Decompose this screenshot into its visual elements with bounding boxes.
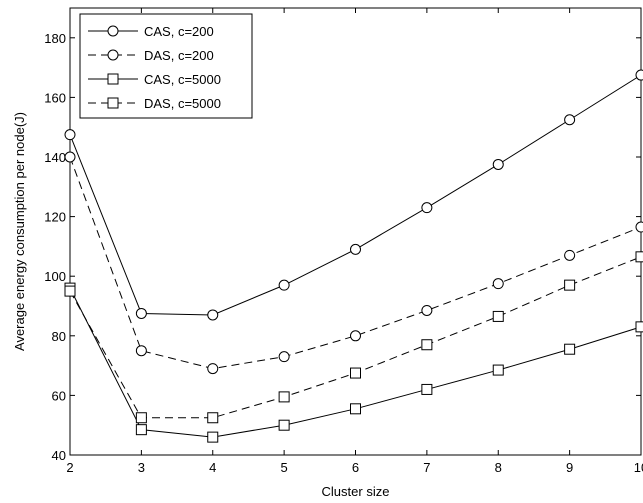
data-point-marker — [64, 285, 76, 297]
legend: CAS, c=200 DAS, c=200 CAS, c=5000 DAS, c=50… — [79, 13, 253, 119]
x-tick-label: 9 — [566, 460, 573, 475]
data-point-marker — [350, 243, 361, 255]
legend-marker — [107, 73, 119, 85]
y-tick-label: 120 — [44, 210, 66, 225]
series-1 — [64, 69, 643, 321]
legend-marker — [107, 25, 119, 37]
data-point-marker — [635, 69, 643, 81]
data-point-marker — [207, 363, 219, 375]
data-point-marker — [635, 221, 643, 233]
y-tick-label: 80 — [52, 329, 66, 344]
x-tick-label: 4 — [209, 460, 216, 475]
data-point-marker — [564, 343, 576, 355]
x-axis: 2 3 4 5 6 7 8 9 10 — [66, 8, 643, 475]
data-point-marker — [135, 307, 147, 319]
x-tick-label: 5 — [281, 460, 288, 475]
y-tick-label: 100 — [44, 269, 66, 284]
data-point-marker — [278, 351, 290, 363]
data-point-marker — [278, 391, 290, 403]
data-point-marker — [421, 304, 433, 316]
legend-label: DAS, c=5000 — [144, 96, 221, 111]
data-point-marker — [207, 412, 219, 424]
data-point-marker — [350, 403, 361, 415]
data-point-marker — [492, 278, 504, 290]
data-point-marker — [421, 202, 433, 214]
data-point-marker — [421, 383, 433, 395]
series-4 — [64, 251, 643, 424]
data-point-marker — [278, 279, 290, 291]
y-tick-label: 140 — [44, 150, 66, 165]
legend-marker — [107, 97, 119, 109]
data-point-marker — [135, 424, 147, 436]
legend-label: CAS, c=5000 — [144, 72, 221, 87]
data-point-marker — [492, 310, 504, 322]
x-tick-label: 2 — [66, 460, 73, 475]
data-point-marker — [64, 129, 76, 141]
data-point-marker — [278, 419, 290, 431]
data-point-marker — [635, 321, 643, 333]
series-layer — [64, 69, 643, 443]
data-point-marker — [492, 364, 504, 376]
legend-label: CAS, c=200 — [144, 24, 214, 39]
data-point-marker — [421, 339, 433, 351]
data-point-marker — [492, 158, 504, 170]
series-line — [69, 156, 642, 370]
y-tick-label: 180 — [44, 31, 66, 46]
data-point-marker — [635, 251, 643, 263]
data-point-marker — [64, 151, 76, 163]
y-tick-label: 60 — [52, 388, 66, 403]
y-tick-label: 40 — [52, 448, 66, 463]
series-2 — [64, 151, 643, 375]
series-3 — [64, 282, 643, 443]
x-tick-label: 8 — [495, 460, 502, 475]
x-tick-label: 6 — [352, 460, 359, 475]
data-point-marker — [207, 309, 219, 321]
x-tick-label: 3 — [138, 460, 145, 475]
x-axis-title: Cluster size — [322, 484, 390, 499]
data-point-marker — [350, 330, 361, 342]
x-tick-label: 7 — [423, 460, 430, 475]
legend-label: DAS, c=200 — [144, 48, 214, 63]
x-tick-label: 10 — [634, 460, 643, 475]
data-point-marker — [135, 345, 147, 357]
data-point-marker — [350, 367, 361, 379]
legend-marker — [107, 49, 119, 61]
data-point-marker — [564, 249, 576, 261]
data-point-marker — [207, 431, 219, 443]
y-tick-label: 160 — [44, 90, 66, 105]
data-point-marker — [135, 412, 147, 424]
y-axis-title: Average energy consumption per node(J) — [12, 112, 27, 351]
data-point-marker — [564, 114, 576, 126]
data-point-marker — [564, 279, 576, 291]
